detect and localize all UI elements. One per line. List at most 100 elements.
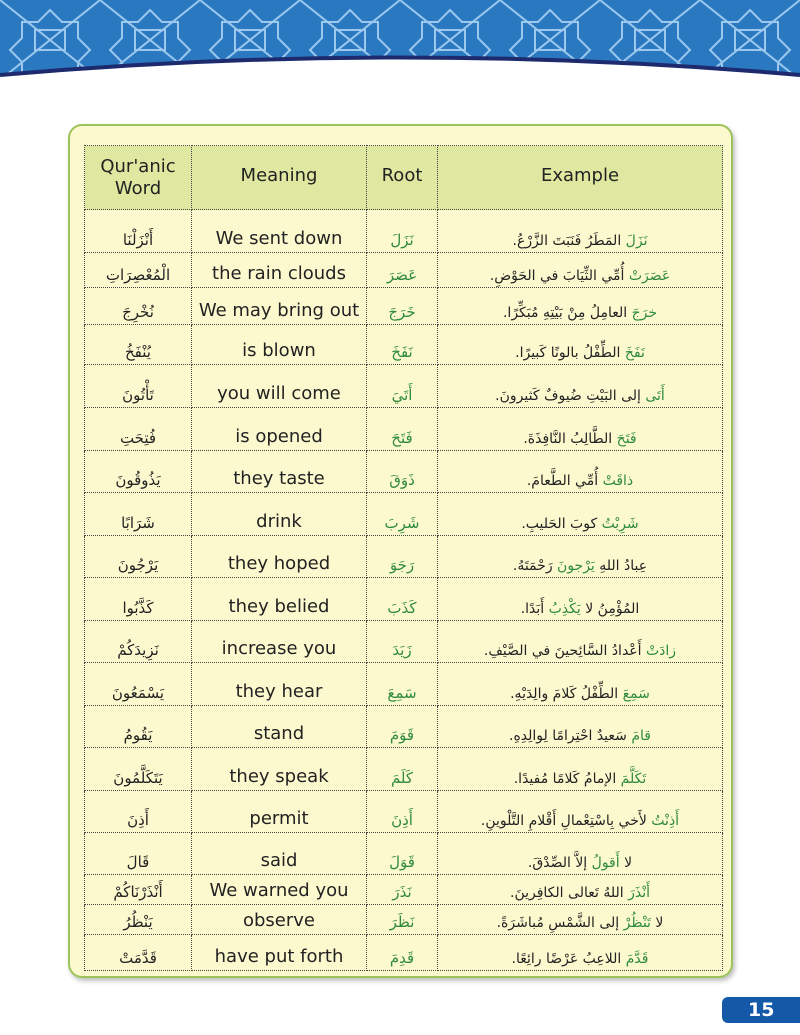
meaning: they belied xyxy=(191,577,367,621)
root: رَجَوَ xyxy=(366,535,438,578)
table-row: أَنْزَلْنَا We sent down نَزَلَ نَزَلَ المَ… xyxy=(84,209,723,253)
example: عَصَرَتْ أُمِّي الثِّيَابَ في الحَوْضِ. xyxy=(437,252,723,288)
decorative-banner xyxy=(0,0,800,77)
example-rest: إلاَّ الصِّدْقَ. xyxy=(527,855,592,871)
quranic-word: يُنْفَخُ xyxy=(84,324,192,365)
header-quranic-word: Qur'anic Word xyxy=(84,145,192,210)
root: عَصَرَ xyxy=(366,252,438,288)
table-row: كَذَّبُوا they belied كَذَبَ المُؤْمِنُ لا … xyxy=(84,577,723,621)
example: المُؤْمِنُ لا يَكْذِبُ أَبَدًا. xyxy=(437,577,723,621)
example-rest: أُمِّي الثِّيَابَ في الحَوْضِ. xyxy=(489,268,629,284)
quranic-word: يَقُومُ xyxy=(84,705,192,748)
example-root-word: أَقولُ xyxy=(591,855,620,871)
example-rest: كوبَ الحَليبِ. xyxy=(521,516,602,532)
meaning: We warned you xyxy=(191,874,367,905)
table-row: أَنْذَرْنَاكُمْ We warned you نَذَرَ أَنْذَ… xyxy=(84,874,723,905)
example: ذاقَتْ أُمِّي الطَّعامَ. xyxy=(437,450,723,493)
example: فَتَحَ الطَّالِبُ النَّافِذَةَ. xyxy=(437,407,723,451)
page-number: 15 xyxy=(722,997,800,1023)
quranic-word: نُخْرِجَ xyxy=(84,287,192,325)
header-root: Root xyxy=(366,145,438,210)
quranic-word: يَتَكَلَّمُونَ xyxy=(84,747,192,791)
root: نَذَرَ xyxy=(366,874,438,905)
quranic-word: تَأْتُونَ xyxy=(84,364,192,408)
example-rest: اللهُ تَعالى الكافِرينَ. xyxy=(510,885,629,901)
example: سَمِعَ الطِّفْلُ كَلامَ والِدَيْهِ. xyxy=(437,662,723,706)
meaning: stand xyxy=(191,705,367,748)
example: عِبادُ اللهِ يَرْجونَ رَحْمَتَهُ. xyxy=(437,535,723,578)
table-row: نُخْرِجَ We may bring out خَرَجَ خرَجَ العا… xyxy=(84,287,723,325)
example-root-word: فَتَحَ xyxy=(616,431,637,447)
root: نَزَلَ xyxy=(366,209,438,253)
root: نَظَرَ xyxy=(366,904,438,935)
meaning: permit xyxy=(191,790,367,833)
quranic-word: الْمُعْصِرَاتِ xyxy=(84,252,192,288)
root: كَذَبَ xyxy=(366,577,438,621)
root: زَيَدَ xyxy=(366,620,438,663)
example-prefix: لا xyxy=(650,915,664,931)
example-root-word: عَصَرَتْ xyxy=(628,268,671,284)
example-root-word: نَفَخَ xyxy=(624,345,645,361)
example-rest: إلى البَيْتِ ضُيوفٌ كَثيرونَ. xyxy=(495,388,646,404)
quranic-word: قَدَّمَتْ xyxy=(84,934,192,971)
example: زادَتْ أَعْدادُ السَّائِحينَ في الصَّيْف… xyxy=(437,620,723,663)
meaning: you will come xyxy=(191,364,367,408)
example: أَتَى إلى البَيْتِ ضُيوفٌ كَثيرونَ. xyxy=(437,364,723,408)
example-rest: الطِّفْلُ كَلامَ والِدَيْهِ. xyxy=(510,686,623,702)
root: كَلَمَ xyxy=(366,747,438,791)
meaning: observe xyxy=(191,904,367,935)
table-row: يَرْجُونَ they hoped رَجَوَ عِبادُ اللهِ يَ… xyxy=(84,535,723,578)
meaning: We sent down xyxy=(191,209,367,253)
example-root-word: خرَجَ xyxy=(631,305,658,321)
example: قَدَّمَ اللاعِبُ عَرْضًا رائِعًا. xyxy=(437,934,723,971)
example: قامَ سَعيدٌ احْتِرامًا لِوالِدِهِ. xyxy=(437,705,723,748)
root: خَرَجَ xyxy=(366,287,438,325)
vocabulary-table: Qur'anic Word Meaning Root Example أَنْز… xyxy=(84,145,723,971)
root: قَدِمَ xyxy=(366,934,438,971)
root: شَرِبَ xyxy=(366,492,438,536)
example: لا تَنْظُرْ إلى الشَّمْسِ مُباشَرَةً. xyxy=(437,904,723,935)
table-header-row: Qur'anic Word Meaning Root Example xyxy=(84,145,723,210)
meaning: they hoped xyxy=(191,535,367,578)
root: قَوَمَ xyxy=(366,705,438,748)
example-root-word: قامَ xyxy=(631,728,651,744)
header-meaning: Meaning xyxy=(191,145,367,210)
meaning: the rain clouds xyxy=(191,252,367,288)
quranic-word: شَرَابًا xyxy=(84,492,192,536)
example: نَفَخَ الطِّفْلُ بالونًا كَبيرًا. xyxy=(437,324,723,365)
quranic-word: يَرْجُونَ xyxy=(84,535,192,578)
quranic-word: نَزِيدَكُمْ xyxy=(84,620,192,663)
table-row: تَأْتُونَ you will come أَتَيَ أَتَى إلى ال… xyxy=(84,364,723,408)
example-prefix: لا xyxy=(619,855,633,871)
header-example: Example xyxy=(437,145,723,210)
example-root-word: يَرْجونَ xyxy=(557,558,595,574)
example-rest: سَعيدٌ احْتِرامًا لِوالِدِهِ. xyxy=(509,728,632,744)
example: أَذِنْتُ لأَخي بِاسْتِعْمالِ أَقْلامِ ال… xyxy=(437,790,723,833)
meaning: is opened xyxy=(191,407,367,451)
example-rest: إلى الشَّمْسِ مُباشَرَةً. xyxy=(496,915,624,931)
table-row: نَزِيدَكُمْ increase you زَيَدَ زادَتْ أَعْ… xyxy=(84,620,723,663)
example-prefix: المُؤْمِنُ لا xyxy=(580,601,640,617)
example-rest: العامِلُ مِنْ بَيْتِهِ مُبَكِّرًا. xyxy=(502,305,632,321)
table-row: قَدَّمَتْ have put forth قَدِمَ قَدَّمَ الل… xyxy=(84,934,723,971)
quranic-word: قَالَ xyxy=(84,832,192,875)
meaning: drink xyxy=(191,492,367,536)
table-row: يَذُوقُونَ they taste ذَوَقَ ذاقَتْ أُمِّي … xyxy=(84,450,723,493)
example: شَرِبْتُ كوبَ الحَليبِ. xyxy=(437,492,723,536)
example-root-word: نَزَلَ xyxy=(625,233,648,249)
meaning: they speak xyxy=(191,747,367,791)
example-root-word: أَتَى xyxy=(645,388,665,404)
example: لا أَقولُ إلاَّ الصِّدْقَ. xyxy=(437,832,723,875)
table-row: يَقُومُ stand قَوَمَ قامَ سَعيدٌ احْتِرامًا… xyxy=(84,705,723,748)
quranic-word: يَسْمَعُونَ xyxy=(84,662,192,706)
quranic-word: أَنْزَلْنَا xyxy=(84,209,192,253)
quranic-word: فُتِحَتِ xyxy=(84,407,192,451)
example-prefix: عِبادُ اللهِ xyxy=(594,558,648,574)
example-root-word: أَنْذَرَ xyxy=(628,885,650,901)
meaning: have put forth xyxy=(191,934,367,971)
example-root-word: سَمِعَ xyxy=(622,686,650,702)
table-row: شَرَابًا drink شَرِبَ شَرِبْتُ كوبَ الحَليب… xyxy=(84,492,723,536)
table-row: يَسْمَعُونَ they hear سَمِعَ سَمِعَ الطِّفْ… xyxy=(84,662,723,706)
example-root-word: أَذِنْتُ xyxy=(651,813,680,829)
example-root-word: يَكْذِبُ xyxy=(548,601,581,617)
